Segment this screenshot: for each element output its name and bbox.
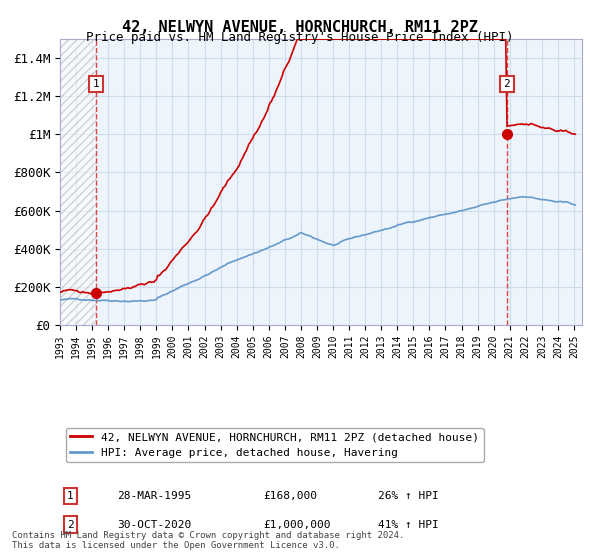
Text: 2: 2 [503, 79, 511, 89]
Text: 1: 1 [67, 491, 74, 501]
Text: £1,000,000: £1,000,000 [263, 520, 331, 530]
Text: 26% ↑ HPI: 26% ↑ HPI [379, 491, 439, 501]
Text: 1: 1 [92, 79, 99, 89]
Legend: 42, NELWYN AVENUE, HORNCHURCH, RM11 2PZ (detached house), HPI: Average price, de: 42, NELWYN AVENUE, HORNCHURCH, RM11 2PZ … [65, 428, 484, 462]
Text: £168,000: £168,000 [263, 491, 317, 501]
Text: Price paid vs. HM Land Registry's House Price Index (HPI): Price paid vs. HM Land Registry's House … [86, 31, 514, 44]
Text: 41% ↑ HPI: 41% ↑ HPI [379, 520, 439, 530]
Text: 2: 2 [67, 520, 74, 530]
Text: 28-MAR-1995: 28-MAR-1995 [118, 491, 191, 501]
Bar [60, 39, 96, 325]
Text: 42, NELWYN AVENUE, HORNCHURCH, RM11 2PZ: 42, NELWYN AVENUE, HORNCHURCH, RM11 2PZ [122, 20, 478, 35]
Text: 30-OCT-2020: 30-OCT-2020 [118, 520, 191, 530]
Text: Contains HM Land Registry data © Crown copyright and database right 2024.
This d: Contains HM Land Registry data © Crown c… [12, 530, 404, 550]
